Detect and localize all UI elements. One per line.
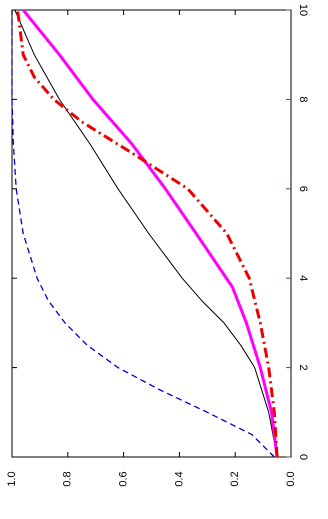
y-tick-label: 1.0 (6, 471, 18, 486)
y-tick-label: 0.6 (118, 471, 130, 486)
y-tick-label: 0.2 (229, 471, 241, 486)
y-tick-label: 0.4 (173, 471, 185, 486)
series-line-3 (22, 9, 279, 458)
plot-area (11, 9, 279, 458)
series-line-1 (11, 10, 275, 458)
x-tick-label: 8 (297, 96, 309, 102)
x-tick-label: 4 (297, 275, 309, 281)
series-line-4 (16, 9, 279, 458)
y-axis-ticks: 0.0 0.2 0.4 0.6 0.8 1.0 (6, 10, 297, 487)
plot-frame (11, 9, 292, 458)
x-tick-label: 6 (297, 186, 309, 192)
x-tick-label: 0 (297, 454, 309, 460)
x-tick-label: 2 (297, 365, 309, 371)
y-tick-label: 0.0 (285, 471, 297, 486)
x-axis-ticks: 0 2 4 6 8 10 (12, 4, 309, 460)
y-tick-label: 0.8 (62, 471, 74, 486)
x-tick-label: 10 (297, 4, 309, 16)
series-line-2 (14, 9, 278, 458)
